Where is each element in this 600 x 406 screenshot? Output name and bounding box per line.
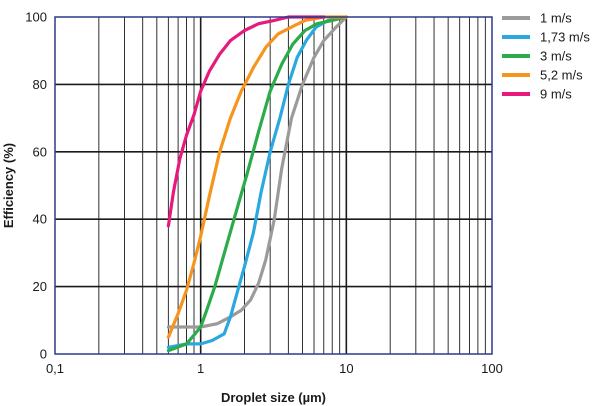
legend-label: 3 m/s (540, 49, 572, 64)
y-tick-label: 100 (25, 10, 47, 25)
y-tick-label: 20 (33, 279, 47, 294)
x-tick-label: 1 (197, 361, 204, 376)
x-tick-label: 10 (339, 361, 353, 376)
y-tick-label: 0 (40, 347, 47, 362)
y-tick-label: 40 (33, 212, 47, 227)
series-line (166, 15, 326, 228)
legend-label: 1 m/s (540, 11, 572, 26)
y-axis-title: Efficiency (%) (1, 143, 16, 228)
series-line (166, 15, 348, 349)
plot-frame (54, 16, 493, 355)
series-line (166, 15, 348, 353)
y-tick-label: 80 (33, 77, 47, 92)
y-tick-label: 60 (33, 144, 47, 159)
series-lines (166, 15, 348, 353)
x-tick-label: 0,1 (46, 361, 64, 376)
legend: 1 m/s 1,73 m/s 3 m/s 5,2 m/s 9 m/s (502, 11, 590, 102)
tick-labels: 0,1 1 10 100 0 20 40 60 80 100 (25, 10, 503, 377)
grid (55, 17, 492, 354)
x-axis-title: Droplet size (µm) (221, 390, 326, 405)
x-tick-label: 100 (481, 361, 503, 376)
legend-label: 9 m/s (540, 87, 572, 102)
series-line (166, 15, 348, 329)
legend-label: 1,73 m/s (540, 30, 590, 45)
legend-label: 5,2 m/s (540, 68, 583, 83)
series-line (166, 15, 348, 339)
